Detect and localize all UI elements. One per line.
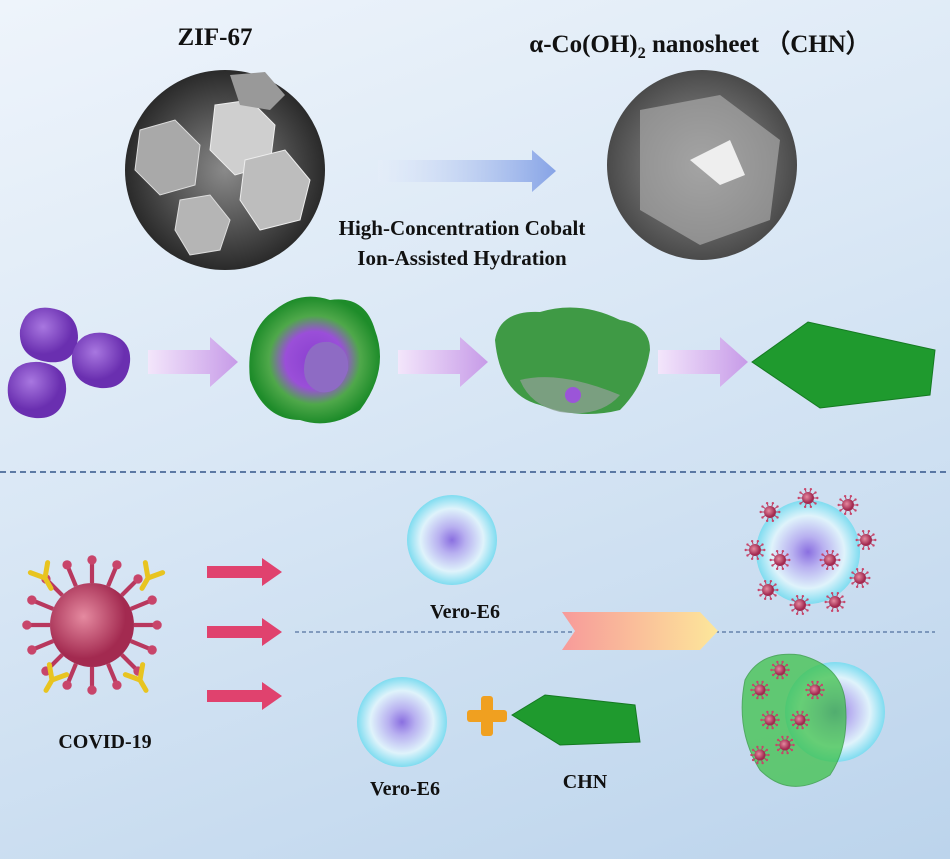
vero-e6-cell: [357, 677, 447, 767]
virus-particle: [762, 584, 774, 596]
antibody-icon: [122, 662, 149, 693]
chn-wrapped-cell: [741, 653, 885, 787]
chn-nanosheet: [511, 694, 641, 746]
virus-particle: [802, 492, 814, 504]
chn-title: α-Co(OH)2 nanosheet （CHN）: [529, 24, 871, 63]
hydration-stage-1: [249, 296, 380, 424]
covid19-virus: [22, 555, 166, 695]
zif67-title: ZIF-67: [177, 24, 253, 51]
covid19-label: COVID-19: [58, 731, 152, 753]
chn-label: CHN: [562, 771, 608, 793]
plus-icon: [467, 696, 507, 736]
virus-particle: [854, 572, 866, 584]
infection-arrows: [207, 558, 282, 710]
process-label-line2: Ion-Assisted Hydration: [357, 246, 567, 270]
antibody-icon: [43, 662, 70, 693]
virus-particle: [774, 664, 786, 676]
virus-particle: [809, 684, 821, 696]
zif67-particles: [7, 307, 131, 419]
chn-title-prefix: α-Co(OH): [529, 31, 638, 58]
virus-particle: [774, 554, 786, 566]
antibody-icon: [27, 560, 54, 591]
chn-title-subscript: 2: [637, 44, 646, 62]
vero-e6-label-top: Vero-E6: [430, 601, 500, 623]
hydration-stage-2: [495, 307, 650, 414]
process-label-line1: High-Concentration Cobalt: [338, 216, 586, 240]
result-arrow: [562, 612, 718, 650]
stage-arrow-3: [658, 337, 748, 387]
infection-arrow: [207, 682, 282, 710]
virus-particle: [764, 506, 776, 518]
infection-arrow: [207, 558, 282, 586]
infection-arrow: [207, 618, 282, 646]
virus-particle: [824, 554, 836, 566]
stage-arrow-2: [398, 337, 488, 387]
virus-particle: [754, 684, 766, 696]
virus-particle: [794, 714, 806, 726]
virus-particle: [764, 714, 776, 726]
infected-cell: [744, 487, 877, 616]
chn-sem-image: [607, 70, 797, 260]
stage-arrow-1: [148, 337, 238, 387]
vero-e6-label-bottom: Vero-E6: [370, 778, 440, 800]
virus-particle: [50, 583, 134, 667]
chn-title-suffix: nanosheet （CHN）: [645, 31, 871, 58]
zif67-sem-image: [125, 70, 325, 270]
vero-e6-cell: [407, 495, 497, 585]
chn-nanosheet: [751, 321, 936, 409]
virus-particle: [754, 749, 766, 761]
virus-particle: [779, 739, 791, 751]
virus-particle: [829, 596, 841, 608]
virus-particle: [842, 499, 854, 511]
virus-particle: [794, 599, 806, 611]
virus-particle: [860, 534, 872, 546]
process-arrow: [378, 150, 556, 192]
antibody-icon: [139, 560, 166, 591]
virus-particle: [749, 544, 761, 556]
